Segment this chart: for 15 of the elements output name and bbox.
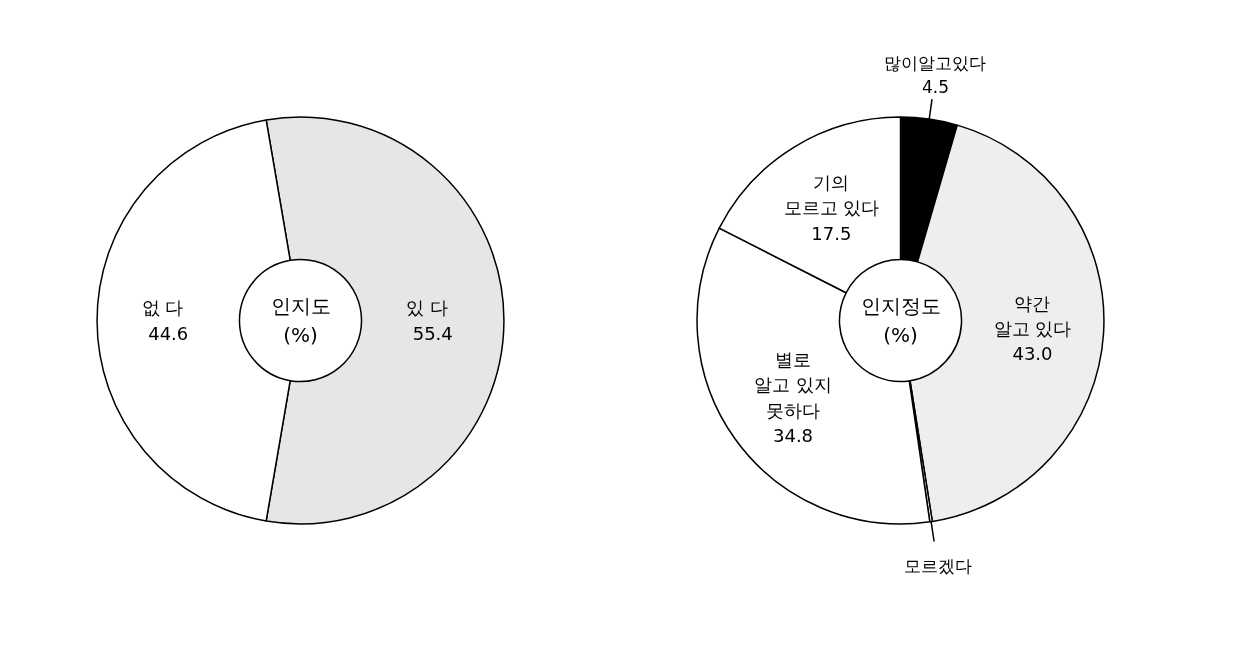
data-label: 4.5 <box>921 77 949 98</box>
slice-label: 기의 모르고 있다 <box>783 172 880 219</box>
data-label: 43.0 <box>1012 343 1053 365</box>
data-label: 55.4 <box>412 322 453 344</box>
slice-label: 약간 알고 있다 <box>993 293 1072 340</box>
data-label: 17.5 <box>811 222 852 244</box>
text: 인지도 (%) <box>270 294 331 347</box>
text: 인지정도 (%) <box>860 294 941 347</box>
slice-label: 있 다 <box>406 297 448 319</box>
slice-label: 없 다 <box>141 297 184 319</box>
slice-label: 모르겠다 <box>903 555 972 576</box>
slice-label: 별로 알고 있지 못하다 <box>754 349 832 421</box>
data-label: 34.8 <box>772 424 814 446</box>
slice-label: 많이알고있다 <box>884 53 987 74</box>
data-label: 44.6 <box>148 322 189 344</box>
